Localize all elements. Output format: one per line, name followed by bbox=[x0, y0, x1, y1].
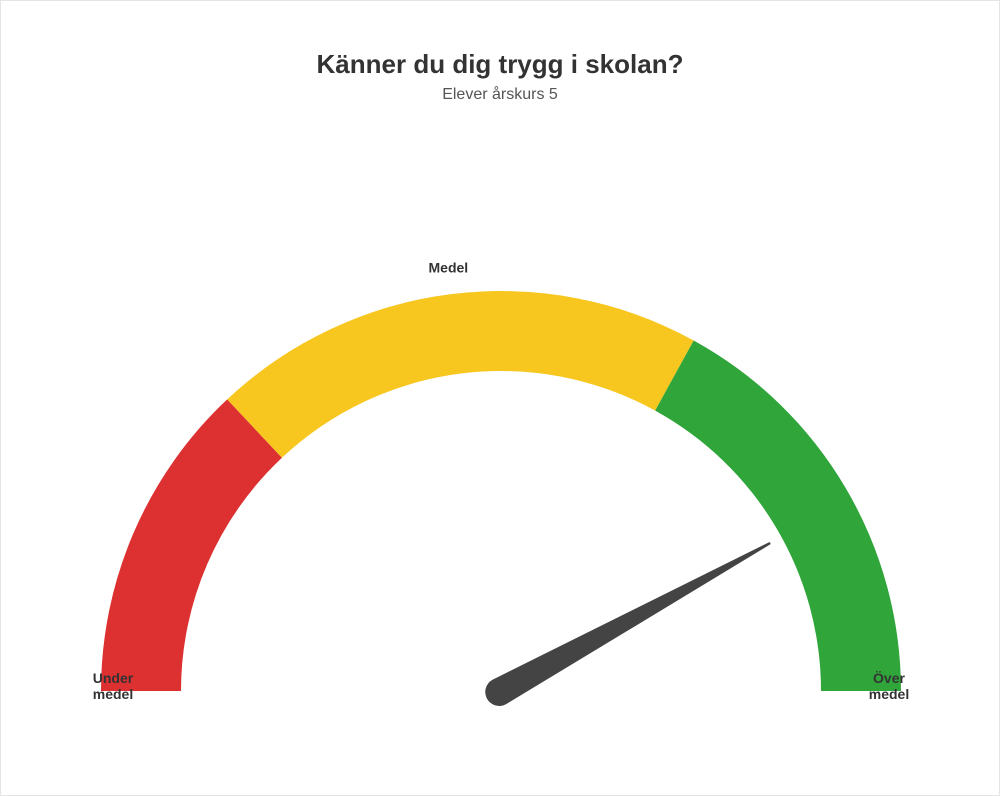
chart-subtitle: Elever årskurs 5 bbox=[1, 86, 999, 104]
gauge-segment-label-1: Medel bbox=[429, 259, 469, 275]
gauge-segment-label-0: Undermedel bbox=[93, 670, 134, 702]
chart-titles: Känner du dig trygg i skolan? Elever års… bbox=[1, 1, 999, 104]
gauge-segment-label-2: Övermedel bbox=[869, 670, 909, 702]
chart-title: Känner du dig trygg i skolan? bbox=[1, 49, 999, 80]
gauge-chart: Undermedel Medel Övermedel bbox=[1, 131, 1000, 771]
gauge-needle bbox=[485, 542, 771, 706]
gauge-segment-2 bbox=[655, 340, 901, 691]
gauge-segment-1 bbox=[227, 291, 694, 458]
chart-card: Känner du dig trygg i skolan? Elever års… bbox=[0, 0, 1000, 796]
gauge-container: Undermedel Medel Övermedel bbox=[1, 131, 999, 795]
gauge-segment-0 bbox=[101, 399, 282, 691]
